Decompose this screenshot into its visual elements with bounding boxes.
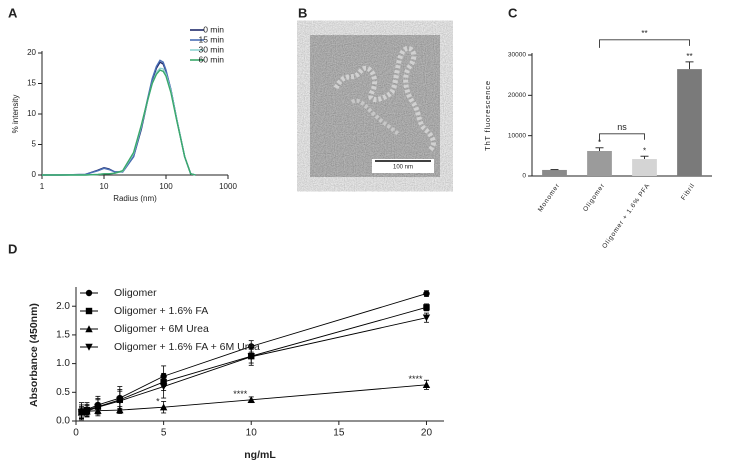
y-tick-label: 15 [27, 79, 36, 88]
y-tick-label: 2.0 [56, 301, 70, 312]
y-tick-label: 5 [32, 140, 37, 149]
significance-label: * [156, 397, 160, 407]
legend-label: 0 min [203, 24, 224, 34]
bar [542, 169, 567, 176]
y-tick-label: 30000 [508, 52, 526, 59]
series-line [42, 59, 196, 176]
y-tick-label: 0.0 [56, 416, 70, 427]
marker [116, 397, 124, 405]
series-line [81, 384, 427, 413]
x-tick-label: Fibril [680, 182, 697, 201]
x-tick-label: 1 [40, 182, 45, 191]
marker [247, 353, 255, 361]
y-tick-label: 10000 [508, 132, 526, 139]
marker [422, 381, 431, 389]
marker [77, 409, 86, 417]
x-tick-label: 0 [73, 428, 79, 439]
marker [247, 396, 255, 403]
panel-label: A [8, 5, 18, 20]
legend-label: 15 min [198, 34, 224, 44]
y-axis-label: Absorbance (450nm) [28, 303, 40, 407]
panel-label: B [298, 5, 307, 20]
significance-label: ** [686, 52, 692, 61]
x-tick-label: Monomer [537, 182, 562, 213]
significance-label: * [598, 138, 601, 147]
micrograph-noise [310, 35, 440, 177]
legend-marker [85, 307, 93, 315]
legend-marker [85, 343, 93, 351]
marker [423, 304, 430, 311]
bracket-label: ns [617, 122, 627, 132]
y-axis-label: % intensity [11, 95, 20, 134]
x-tick-label: 5 [161, 428, 167, 439]
marker [159, 403, 168, 411]
series-line [42, 61, 196, 176]
y-axis-label: ThT fluorescence [483, 80, 492, 151]
x-tick-label: 1000 [219, 182, 237, 191]
y-tick-label: 20 [27, 48, 36, 57]
fibril-shape [333, 46, 436, 152]
panel-label: D [8, 241, 17, 256]
legend-label: Oligomer + 1.6% FA + 6M Urea [114, 341, 260, 353]
x-tick-label: 20 [421, 428, 433, 439]
y-tick-label: 1.0 [56, 358, 70, 369]
x-tick-label: Oligomer [582, 182, 607, 213]
panel-label: C [508, 5, 518, 20]
significance-label: **** [408, 374, 423, 384]
significance-label: * [643, 146, 646, 155]
x-tick-label: 15 [333, 428, 345, 439]
bar [587, 150, 612, 176]
marker [159, 383, 168, 391]
marker [422, 314, 431, 322]
bracket-label: ** [641, 29, 647, 38]
bar [677, 69, 702, 176]
x-tick-label: Oligomer + 1.6% PFA [601, 182, 651, 250]
bar [632, 159, 657, 176]
significance-bracket [599, 39, 690, 48]
legend-label: Oligomer + 1.6% FA [114, 305, 208, 317]
series-line [42, 69, 196, 176]
scale-bar-label: 100 nm [393, 165, 413, 171]
scale-bar-box [372, 159, 434, 173]
fibril-shape [350, 98, 400, 136]
significance-bracket [599, 133, 645, 142]
legend-label: 30 min [198, 44, 224, 54]
marker [83, 408, 91, 415]
x-tick-label: 10 [246, 428, 258, 439]
x-axis-label: Radius (nm) [113, 194, 157, 203]
y-tick-label: 1.5 [56, 330, 70, 341]
y-tick-label: 0 [522, 173, 526, 180]
y-tick-label: 0.5 [56, 387, 70, 398]
legend-label: 60 min [198, 54, 224, 64]
x-tick-label: 100 [159, 182, 173, 191]
legend-marker [85, 325, 93, 333]
marker [94, 404, 102, 411]
series-line [42, 67, 196, 176]
legend-label: Oligomer + 6M Urea [114, 323, 209, 335]
y-tick-label: 0 [32, 170, 37, 179]
legend-label: Oligomer [114, 287, 157, 299]
y-tick-label: 10 [27, 109, 36, 118]
x-tick-label: 10 [100, 182, 109, 191]
y-tick-label: 20000 [508, 92, 526, 99]
marker [423, 290, 430, 297]
significance-label: **** [233, 389, 248, 399]
x-axis-label: ng/mL [244, 449, 276, 461]
micrograph: 100 nm [310, 35, 440, 177]
legend-marker [85, 289, 93, 297]
